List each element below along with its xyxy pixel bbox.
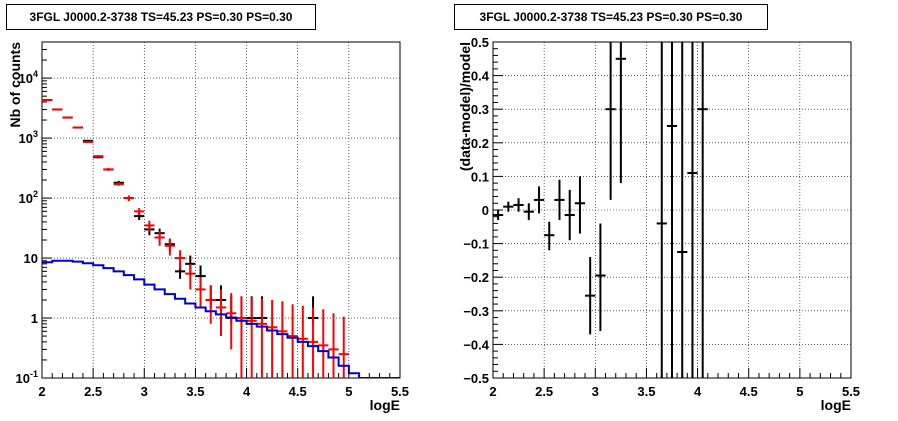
x-tick-label: 3 [141, 384, 148, 399]
y-tick-label: 10-1 [16, 369, 38, 386]
plot-frame [41, 41, 401, 379]
model-step-line [42, 259, 400, 378]
y-tick-label: 0.1 [471, 169, 489, 184]
y-tick-label: 0.3 [471, 102, 489, 117]
x-tick-label: 5.5 [842, 384, 860, 399]
y-tick-label: 0.5 [471, 35, 489, 50]
data-layer [493, 42, 708, 378]
y-tick-label: −0.4 [463, 337, 489, 352]
y-tick-label: 0.4 [471, 69, 490, 84]
x-axis-label: logE [821, 397, 851, 413]
x-tick-label: 2 [489, 384, 496, 399]
counts-plot: 2 2.5 3 3.5 4 4.5 5 5.5 10-1 1 10 102 103 104 logE Nb o… [7, 41, 409, 413]
y-tick-label: −0.2 [463, 270, 489, 285]
x-tick-label: 3.5 [186, 384, 204, 399]
x-tick-label: 4.5 [740, 384, 758, 399]
y-axis-label: Nb of counts [7, 42, 23, 128]
y-tick-label: 104 [19, 69, 38, 86]
x-tick-label: 2.5 [84, 384, 102, 399]
y-tick-label: −0.3 [463, 304, 489, 319]
right-plot-title: 3FGL J0000.2-3738 TS=45.23 PS=0.30 PS=0.… [454, 4, 768, 30]
y-tick-label: 1 [31, 311, 38, 326]
y-tick-label: 0 [482, 203, 489, 218]
x-tick-label: 5 [796, 384, 803, 399]
x-tick-label: 2 [38, 384, 45, 399]
x-tick-label: 5 [345, 384, 352, 399]
y-axis-label: (data-model)/model [457, 42, 473, 171]
y-tick-label: 102 [19, 189, 38, 206]
y-tick-label: 0.2 [471, 136, 489, 151]
y-tick-label: 103 [19, 129, 38, 146]
y-tick-label: −0.5 [463, 371, 489, 386]
residual-plot: 2 2.5 3 3.5 4 4.5 5 5.5 −0.5 −0.4 −0.3 −0.2 −0.1 0 0.1… [457, 35, 860, 413]
x-tick-label: 3.5 [637, 384, 655, 399]
x-tick-label: 4 [243, 384, 251, 399]
x-tick-label: 4 [694, 384, 702, 399]
x-tick-label: 3 [592, 384, 599, 399]
y-tick-label: 10 [24, 251, 38, 266]
x-tick-label: 5.5 [391, 384, 409, 399]
x-tick-label: 2.5 [535, 384, 553, 399]
y-tick-label: −0.1 [463, 237, 489, 252]
left-plot-title: 3FGL J0000.2-3738 TS=45.23 PS=0.30 PS=0.… [6, 4, 316, 30]
data-layer [42, 99, 400, 378]
x-axis-label: logE [370, 397, 400, 413]
x-tick-label: 4.5 [289, 384, 307, 399]
